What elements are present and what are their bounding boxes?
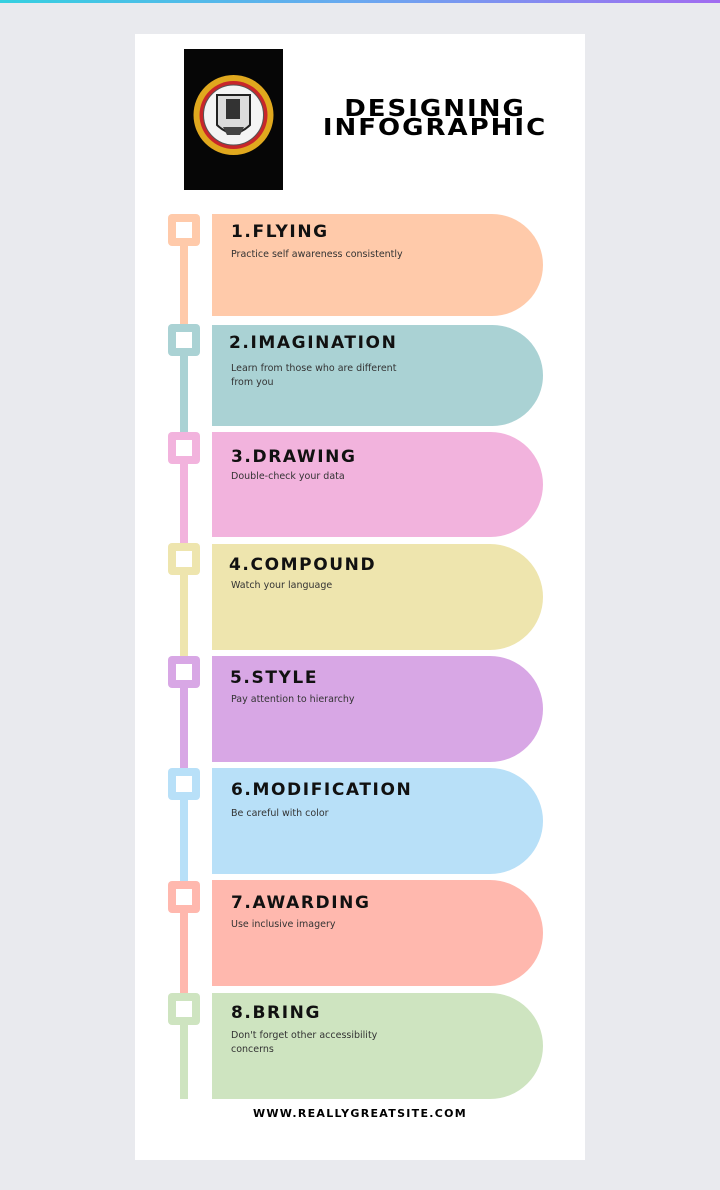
step-description: Don't forget other accessibility concern… [231, 1030, 378, 1055]
step-card-6: 6.MODIFICATION Be careful with color [212, 768, 543, 874]
step-title: 4.COMPOUND [229, 555, 377, 575]
step-marker-icon [168, 881, 200, 913]
infographic-page: DESIGNING INFOGRAPHIC 1.FLYING Practice … [135, 34, 585, 1160]
timeline-segment [180, 663, 188, 775]
step-marker-icon [168, 432, 200, 464]
step-marker-icon [168, 656, 200, 688]
step-description: Learn from those who are different from … [231, 363, 397, 388]
step-title: 2.IMAGINATION [229, 333, 398, 353]
step-description: Use inclusive imagery [231, 919, 336, 930]
timeline-segment [180, 333, 188, 439]
step-description: Pay attention to hierarchy [231, 694, 355, 705]
step-marker-icon [168, 324, 200, 356]
timeline-segment [180, 999, 188, 1099]
step-description: Be careful with color [231, 808, 329, 819]
website-url: WWW.REALLYGREATSITE.COM [252, 1107, 468, 1120]
step-card-4: 4.COMPOUND Watch your language [212, 544, 543, 650]
step-marker-icon [168, 993, 200, 1025]
timeline-segment [180, 549, 188, 663]
step-description: Watch your language [231, 580, 333, 591]
timeline-segment [180, 775, 188, 887]
step-marker-icon [168, 768, 200, 800]
step-card-3: 3.DRAWING Double-check your data [212, 432, 543, 537]
step-card-8: 8.BRING Don't forget other accessibility… [212, 993, 543, 1099]
title-line-2: INFOGRAPHIC [322, 114, 548, 142]
timeline-segment [180, 229, 188, 333]
step-marker-icon [168, 214, 200, 246]
step-title: 6.MODIFICATION [231, 780, 413, 800]
timeline-segment [180, 887, 188, 999]
title-line-1: DESIGNING [344, 95, 526, 123]
step-card-5: 5.STYLE Pay attention to hierarchy [212, 656, 543, 762]
step-description: Practice self awareness consistently [231, 249, 403, 260]
step-title: 1.FLYING [231, 222, 329, 242]
step-title: 7.AWARDING [231, 893, 371, 913]
step-description: Double-check your data [231, 471, 345, 482]
step-card-7: 7.AWARDING Use inclusive imagery [212, 880, 543, 986]
step-marker-icon [168, 543, 200, 575]
step-title: 8.BRING [231, 1003, 322, 1023]
timeline-segment [180, 439, 188, 549]
top-accent-bar [0, 0, 720, 3]
step-title: 3.DRAWING [231, 447, 357, 467]
emblem-logo [184, 49, 283, 190]
step-card-2: 2.IMAGINATION Learn from those who are d… [212, 325, 543, 426]
step-card-1: 1.FLYING Practice self awareness consist… [212, 214, 543, 316]
page-title: DESIGNING INFOGRAPHIC [295, 95, 575, 142]
step-title: 5.STYLE [230, 668, 319, 688]
